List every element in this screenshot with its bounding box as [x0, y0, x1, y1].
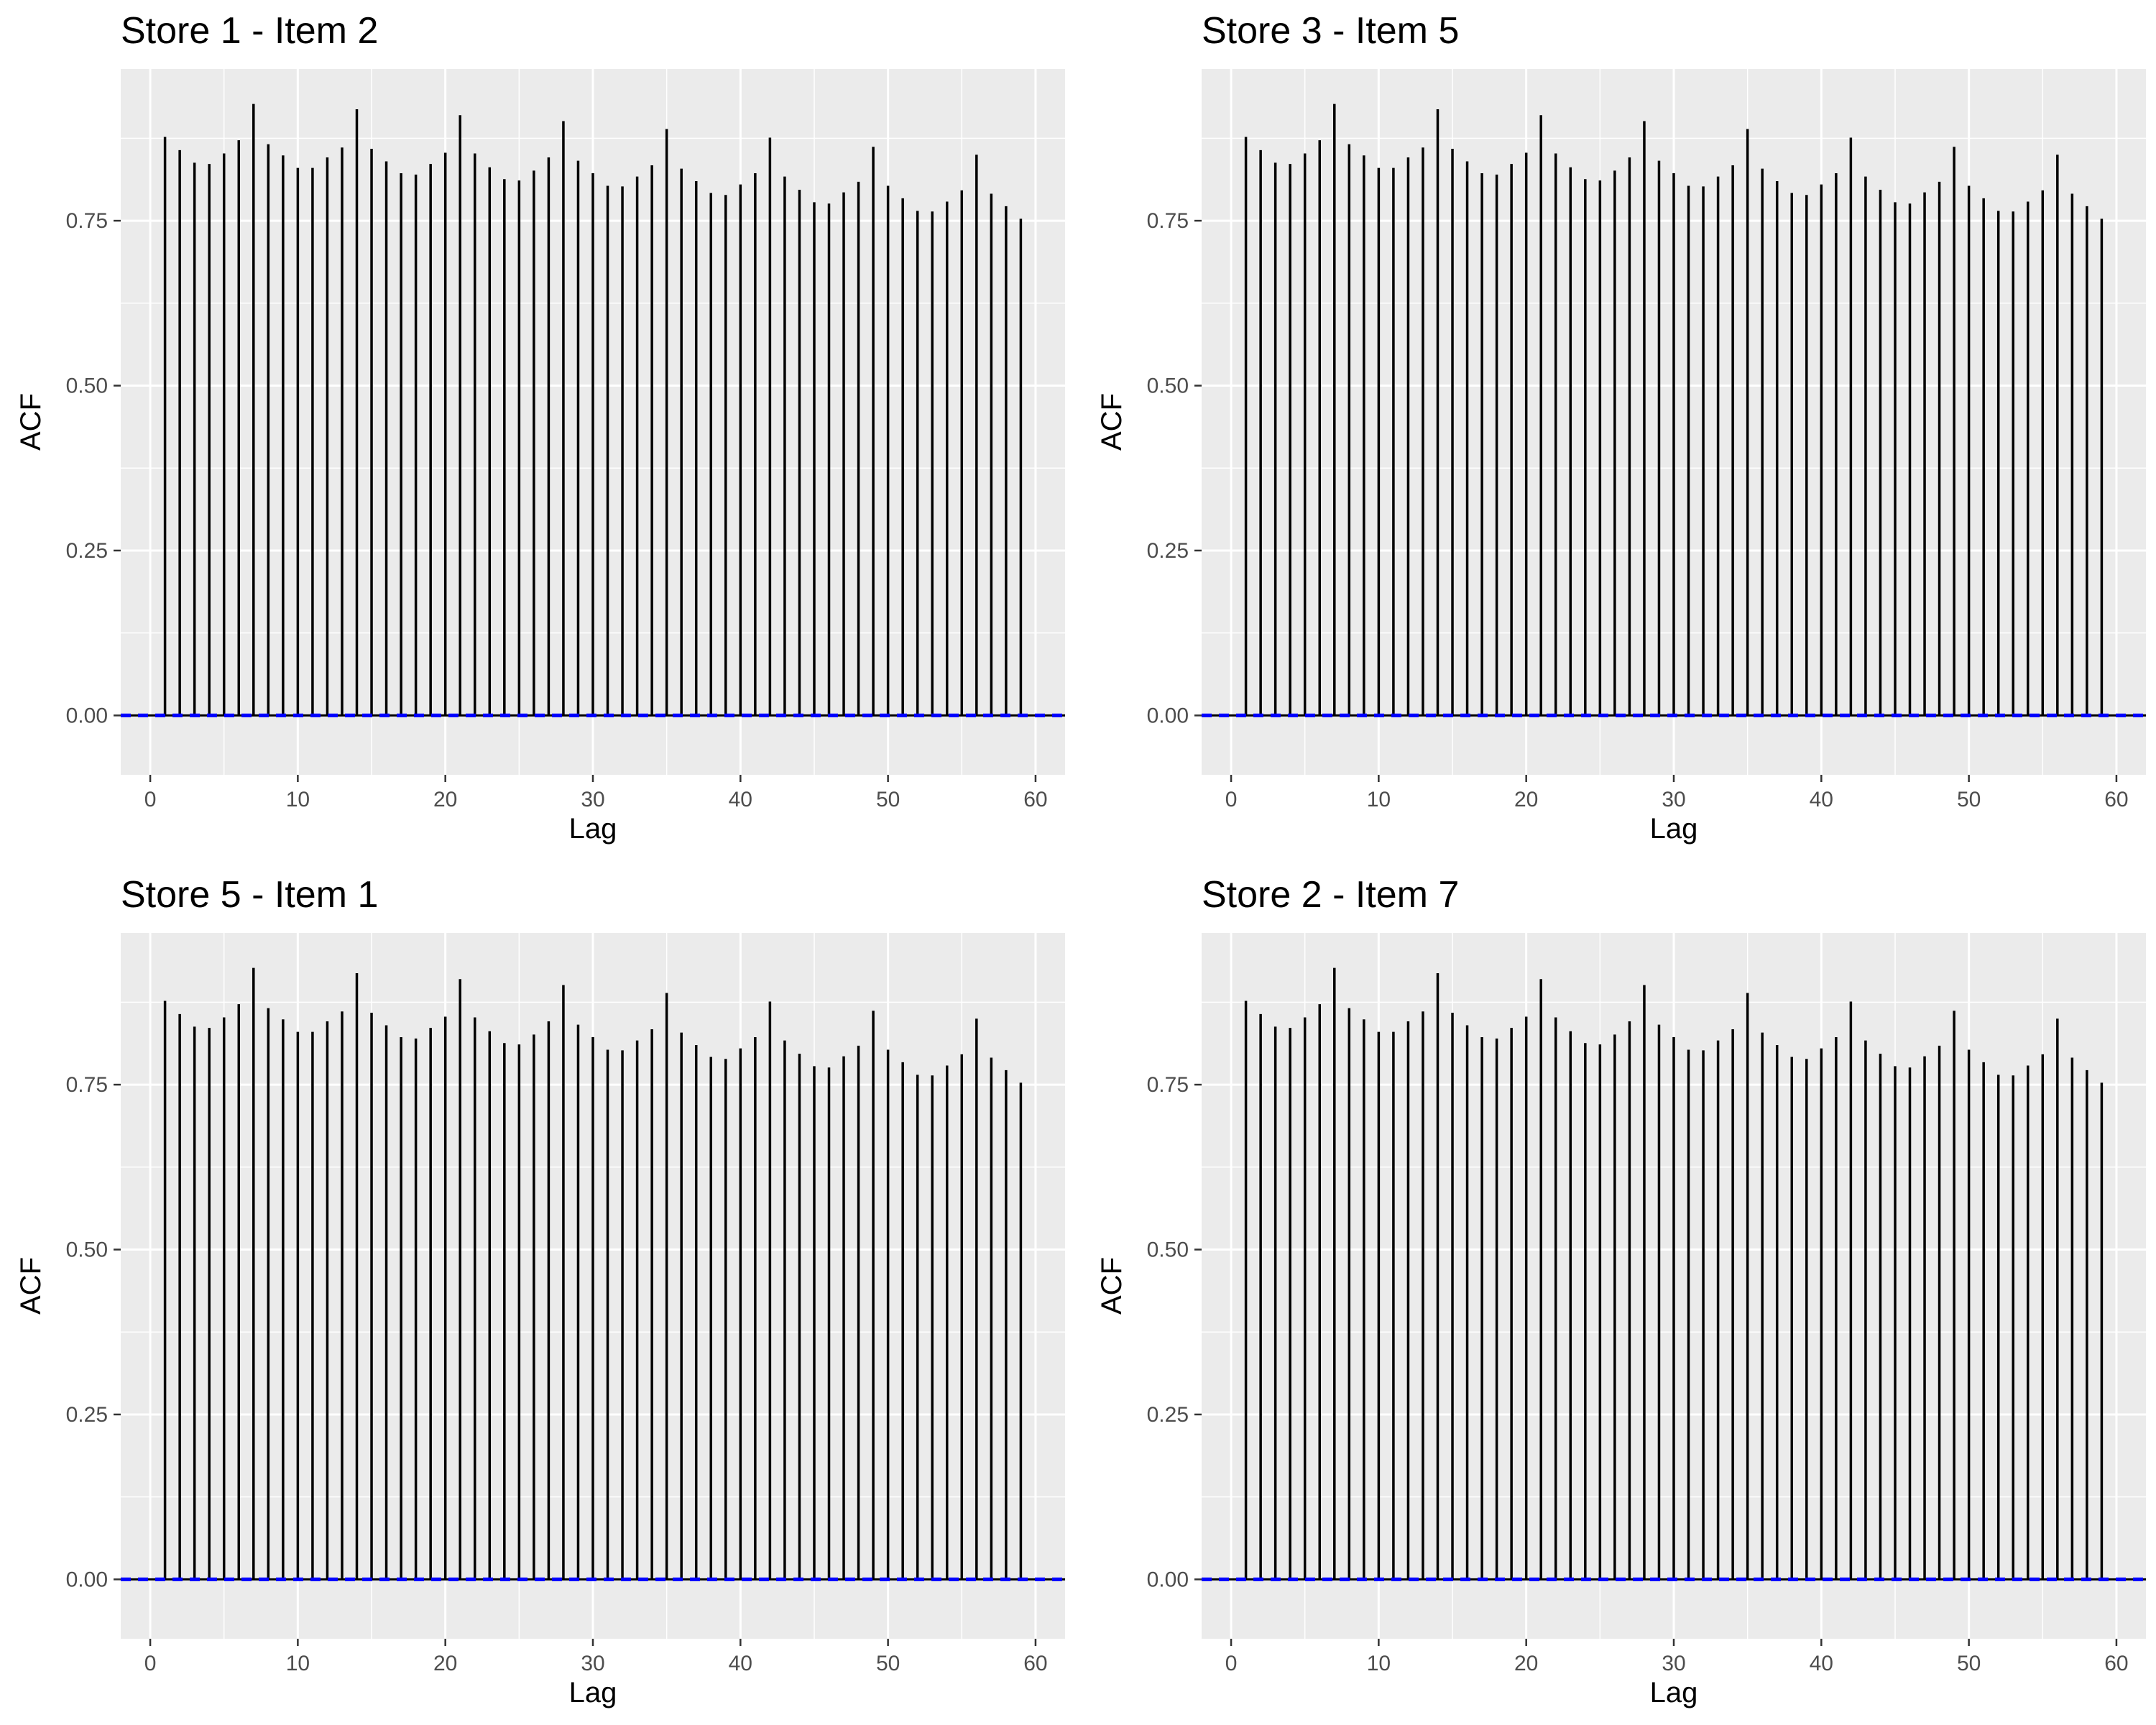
y-axis-label: ACF [1096, 1257, 1128, 1315]
x-axis-label: Lag [1650, 813, 1698, 845]
y-tick-label: 0.50 [66, 374, 108, 398]
acf-panel: 0.00 0.25 0.50 0.75 0 10 20 30 40 50 60 Lag ACF Store… [15, 874, 1065, 1708]
x-tick-label: 0 [144, 788, 157, 811]
y-tick-label: 0.00 [66, 704, 108, 727]
y-tick-label: 0.50 [1147, 1238, 1189, 1262]
y-tick-label: 0.25 [1147, 1403, 1189, 1427]
x-tick-label: 0 [1225, 1652, 1238, 1675]
y-tick-label: 0.00 [1147, 1568, 1189, 1591]
y-tick-label: 0.75 [1147, 1073, 1189, 1097]
y-tick-label: 0.50 [1147, 374, 1189, 398]
x-tick-label: 60 [1023, 788, 1047, 811]
x-tick-label: 10 [1367, 788, 1391, 811]
panel-title: Store 3 - Item 5 [1202, 10, 1459, 52]
y-axis-label: ACF [15, 1257, 47, 1315]
acf-panel: 0.00 0.25 0.50 0.75 0 10 20 30 40 50 60 Lag ACF Store… [1096, 10, 2146, 845]
x-tick-label: 30 [581, 788, 604, 811]
x-axis-label: Lag [569, 1677, 617, 1708]
y-tick-label: 0.25 [66, 539, 108, 563]
acf-panel: 0.00 0.25 0.50 0.75 0 10 20 30 40 50 60 Lag ACF Store… [15, 10, 1065, 845]
y-tick-label: 0.00 [1147, 704, 1189, 727]
x-tick-label: 60 [1023, 1652, 1047, 1675]
x-tick-label: 20 [1514, 788, 1538, 811]
x-axis-label: Lag [1650, 1677, 1698, 1708]
panel-title: Store 5 - Item 1 [121, 874, 378, 916]
y-axis-label: ACF [1096, 393, 1128, 451]
x-tick-label: 10 [1367, 1652, 1391, 1675]
x-tick-label: 40 [1810, 788, 1833, 811]
x-tick-label: 60 [2104, 788, 2128, 811]
x-tick-label: 10 [286, 1652, 310, 1675]
x-tick-label: 40 [729, 788, 752, 811]
x-axis-label: Lag [569, 813, 617, 845]
y-tick-label: 0.50 [66, 1238, 108, 1262]
x-tick-label: 30 [1662, 1652, 1685, 1675]
y-tick-label: 0.75 [66, 1073, 108, 1097]
x-tick-label: 0 [144, 1652, 157, 1675]
acf-panel: 0.00 0.25 0.50 0.75 0 10 20 30 40 50 60 Lag ACF Store… [1096, 874, 2146, 1708]
y-tick-label: 0.00 [66, 1568, 108, 1591]
y-tick-label: 0.75 [66, 209, 108, 233]
x-tick-label: 60 [2104, 1652, 2128, 1675]
x-tick-label: 40 [729, 1652, 752, 1675]
panel-title: Store 2 - Item 7 [1202, 874, 1459, 916]
x-tick-label: 10 [286, 788, 310, 811]
y-tick-label: 0.25 [1147, 539, 1189, 563]
x-tick-label: 30 [581, 1652, 604, 1675]
x-tick-label: 20 [433, 788, 457, 811]
y-tick-label: 0.75 [1147, 209, 1189, 233]
y-tick-label: 0.25 [66, 1403, 108, 1427]
x-tick-label: 50 [876, 788, 900, 811]
x-tick-label: 0 [1225, 788, 1238, 811]
x-tick-label: 50 [1957, 1652, 1981, 1675]
x-tick-label: 50 [1957, 788, 1981, 811]
x-tick-label: 20 [1514, 1652, 1538, 1675]
panel-title: Store 1 - Item 2 [121, 10, 378, 52]
x-tick-label: 30 [1662, 788, 1685, 811]
y-axis-label: ACF [15, 393, 47, 451]
x-tick-label: 40 [1810, 1652, 1833, 1675]
x-tick-label: 50 [876, 1652, 900, 1675]
x-tick-label: 20 [433, 1652, 457, 1675]
